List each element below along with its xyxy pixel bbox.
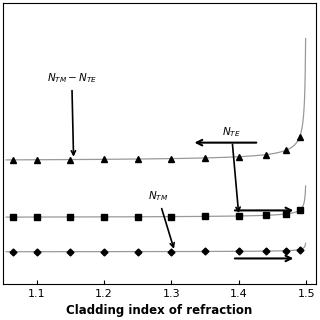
X-axis label: Cladding index of refraction: Cladding index of refraction — [67, 304, 253, 317]
Text: $N_{TM}$: $N_{TM}$ — [148, 189, 174, 247]
Text: $N_{TE}$: $N_{TE}$ — [222, 125, 241, 212]
Text: $N_{TM}-N_{TE}$: $N_{TM}-N_{TE}$ — [47, 71, 97, 155]
